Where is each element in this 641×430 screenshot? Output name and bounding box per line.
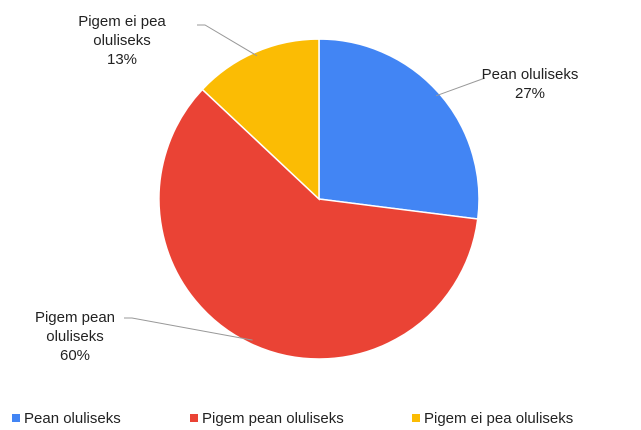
slice-label: Pigem pean oluliseks — [35, 309, 115, 345]
legend-swatch — [190, 414, 198, 422]
slice-value-label: 27% — [515, 85, 545, 102]
leader-line — [435, 77, 486, 97]
slice-label: Pigem ei pea oluliseks — [78, 13, 166, 49]
legend-swatch — [12, 414, 20, 422]
slice-value-label: 60% — [60, 347, 90, 364]
pie-slice — [201, 38, 320, 201]
leader-line — [124, 317, 253, 341]
slice-value-label: 13% — [107, 51, 137, 68]
legend-label: Pean oluliseks — [24, 410, 121, 427]
legend-swatch — [412, 414, 420, 422]
legend-label: Pigem pean oluliseks — [202, 410, 344, 427]
pie-slice — [158, 88, 479, 360]
leader-line — [197, 24, 258, 57]
legend-label: Pigem ei pea oluliseks — [424, 410, 573, 427]
pie-slice — [318, 38, 480, 220]
slice-label: Pean oluliseks — [482, 66, 579, 83]
